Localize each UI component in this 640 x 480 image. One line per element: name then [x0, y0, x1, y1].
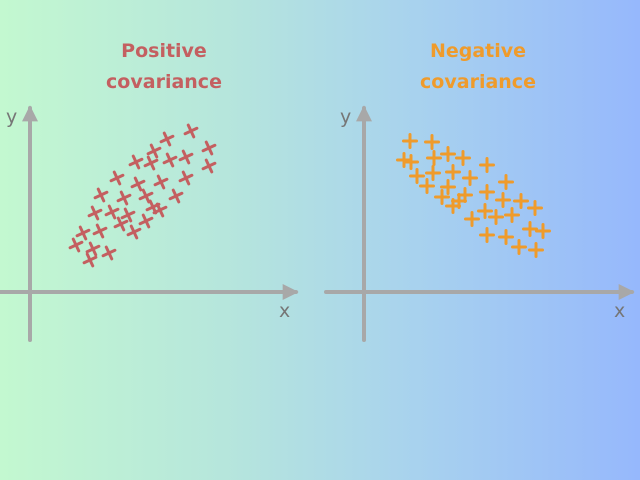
positive-point [87, 205, 103, 221]
positive-point [146, 143, 162, 159]
positive-point [93, 187, 109, 203]
positive-point [75, 225, 91, 241]
right-y-axis-label: y [340, 106, 352, 128]
positive-point [130, 176, 146, 192]
negative-point [457, 187, 473, 203]
negative-point [513, 193, 529, 209]
positive-point [92, 223, 108, 239]
left-axes [0, 105, 299, 342]
negative-point [455, 150, 471, 166]
positive-point [201, 158, 217, 174]
positive-point [128, 154, 144, 170]
negative-point [403, 154, 419, 170]
negative-point [479, 184, 495, 200]
negative-scatter-points [396, 133, 551, 258]
negative-point [535, 223, 551, 239]
positive-scatter-points [68, 123, 217, 268]
positive-point [82, 252, 98, 268]
negative-point [498, 229, 514, 245]
left-x-axis-label: x [279, 300, 291, 322]
positive-point [116, 190, 132, 206]
negative-point [440, 179, 456, 195]
positive-point [104, 204, 120, 220]
negative-point [425, 165, 441, 181]
positive-point [159, 131, 175, 147]
positive-point [113, 216, 129, 232]
negative-point [527, 200, 543, 216]
negative-point [511, 239, 527, 255]
negative-point [462, 170, 478, 186]
negative-point [522, 221, 538, 237]
positive-point [178, 149, 194, 165]
negative-point [424, 134, 440, 150]
positive-point [109, 170, 125, 186]
positive-point [153, 174, 169, 190]
negative-point [479, 227, 495, 243]
negative-point [396, 152, 412, 168]
right-x-axis-label: x [614, 300, 626, 322]
positive-covariance-title: Positive covariance [106, 40, 222, 93]
negative-point [495, 192, 511, 208]
positive-point [178, 170, 194, 186]
positive-point [120, 207, 136, 223]
negative-covariance-title: Negative covariance [420, 40, 536, 93]
negative-point [504, 207, 520, 223]
negative-point [419, 178, 435, 194]
negative-point [488, 209, 504, 225]
positive-point [101, 245, 117, 261]
negative-point [445, 164, 461, 180]
negative-point [464, 211, 480, 227]
negative-point [445, 198, 461, 214]
negative-point [477, 203, 493, 219]
negative-point [402, 133, 418, 149]
positive-point [162, 152, 178, 168]
negative-point [479, 157, 495, 173]
negative-point [434, 189, 450, 205]
positive-point [138, 213, 154, 229]
negative-point [498, 174, 514, 190]
negative-point [440, 146, 456, 162]
positive-point [68, 237, 84, 253]
left-y-axis-label: y [6, 106, 18, 128]
right-axes [324, 105, 635, 342]
positive-point [152, 202, 168, 218]
positive-point [126, 224, 142, 240]
negative-point [528, 242, 544, 258]
positive-point [138, 188, 154, 204]
positive-point [168, 188, 184, 204]
negative-point [409, 168, 425, 184]
positive-point [183, 123, 199, 139]
positive-point [143, 155, 159, 171]
negative-point [426, 150, 442, 166]
positive-point [201, 140, 217, 156]
positive-point [85, 241, 101, 257]
